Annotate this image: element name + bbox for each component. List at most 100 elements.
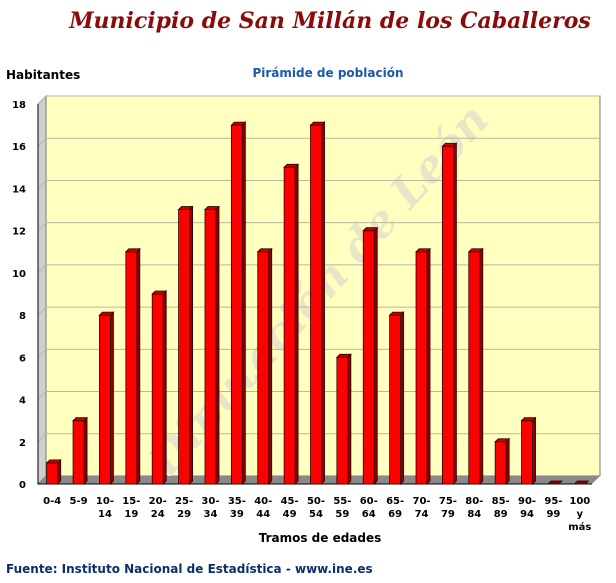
gridline-side: [37, 264, 47, 274]
bar-top: [151, 290, 168, 295]
bar: [336, 356, 349, 485]
x-tick-label: 29: [177, 509, 191, 520]
y-tick-label: 12: [12, 227, 26, 238]
x-tick-label: 55-: [333, 496, 351, 507]
chart-title: Pirámide de población: [252, 66, 404, 80]
x-tick-label: 34: [204, 509, 218, 520]
bar-top: [388, 311, 405, 316]
bar-top: [467, 248, 484, 253]
y-tick-label: 0: [19, 480, 26, 491]
bar: [178, 209, 190, 485]
x-tick-label: 50-: [307, 496, 325, 507]
bar: [468, 251, 481, 485]
gridline-side: [37, 433, 47, 443]
bar-top: [177, 206, 194, 210]
bar-top: [98, 311, 115, 316]
y-tick-label: 14: [12, 184, 26, 195]
bar: [99, 314, 111, 485]
bar: [546, 480, 563, 485]
x-tick-label: 65-: [386, 496, 404, 507]
x-tick-label: 14: [98, 509, 112, 520]
bar: [283, 166, 296, 485]
bar: [72, 420, 85, 485]
y-tick-label: 8: [19, 311, 26, 322]
bar-top: [124, 248, 141, 253]
gridline-side: [37, 95, 47, 105]
bar-side: [505, 437, 510, 485]
y-axis-title: Habitantes: [6, 68, 81, 82]
x-tick-label: 45-: [281, 496, 299, 507]
bar: [389, 314, 402, 485]
bar-top: [45, 459, 62, 464]
y-tick-label: 6: [19, 353, 26, 364]
bar-side: [241, 121, 246, 485]
bar-top: [441, 142, 458, 147]
y-tick-label: 2: [19, 438, 26, 449]
x-tick-label: 99: [546, 509, 560, 520]
bar-side: [189, 205, 193, 485]
x-tick-label: 94: [520, 509, 534, 520]
gridline-side: [37, 391, 47, 400]
x-tick-label: 19: [124, 509, 138, 520]
x-tick-label: 95-: [544, 496, 562, 507]
x-tick-label: más: [568, 521, 591, 533]
gridline-side: [37, 306, 47, 316]
gridline-side: [37, 180, 47, 189]
y-tick-label: 16: [12, 142, 26, 153]
bar-side: [268, 247, 273, 485]
bar-side: [373, 226, 378, 485]
bar: [204, 209, 217, 485]
x-tick-label: 24: [151, 509, 165, 520]
bar: [521, 420, 533, 485]
bar-side: [83, 416, 88, 485]
x-tick-label: 20-: [149, 496, 167, 507]
bar: [442, 145, 454, 485]
x-tick-label: 44: [256, 509, 270, 520]
x-tick-label: 15-: [122, 496, 140, 507]
x-tick-label: 84: [467, 509, 481, 520]
bar-side: [453, 142, 457, 485]
bar-top: [204, 206, 220, 210]
x-tick-label: 100: [569, 496, 590, 507]
x-tick-label: 90-: [518, 496, 536, 507]
x-tick-label: 60-: [360, 496, 378, 507]
x-tick-label: 64: [362, 509, 376, 520]
bar: [151, 293, 164, 485]
x-tick-label: 25-: [175, 496, 193, 507]
bar-top: [362, 227, 379, 232]
x-tick-label: 54: [309, 509, 323, 520]
gridline-side: [37, 222, 47, 232]
bar-top: [415, 248, 431, 253]
x-tick-label: 5-9: [70, 496, 88, 507]
bar-side: [532, 416, 536, 485]
bar-side: [162, 290, 167, 485]
gridline-side: [37, 348, 47, 358]
bar: [494, 441, 507, 485]
x-tick-label: 40-: [254, 496, 272, 507]
x-tick-label: 35-: [228, 496, 246, 507]
x-tick-label: 89: [494, 509, 508, 520]
bar: [310, 124, 322, 485]
x-tick-label: 30-: [201, 496, 219, 507]
gridline-side: [37, 137, 47, 147]
bar-side: [136, 247, 141, 485]
bar-top: [520, 417, 537, 422]
bar-side: [294, 163, 299, 485]
x-tick-label: 74: [415, 509, 429, 520]
bar-top: [72, 417, 89, 422]
x-tick-label: 49: [283, 509, 297, 520]
bar: [257, 251, 270, 485]
bar-top: [335, 353, 352, 358]
x-tick-label: 70-: [412, 496, 430, 507]
bar-side: [321, 121, 325, 485]
x-tick-label: y: [577, 509, 584, 520]
bar: [230, 124, 243, 485]
x-tick-label: 10-: [96, 496, 114, 507]
x-tick-label: 85-: [492, 496, 510, 507]
source-note: Fuente: Instituto Nacional de Estadístic…: [6, 562, 373, 576]
bar-side: [215, 205, 220, 485]
bar-top: [256, 248, 273, 253]
x-tick-label: 75-: [439, 496, 457, 507]
y-tick-label: 4: [19, 396, 26, 407]
